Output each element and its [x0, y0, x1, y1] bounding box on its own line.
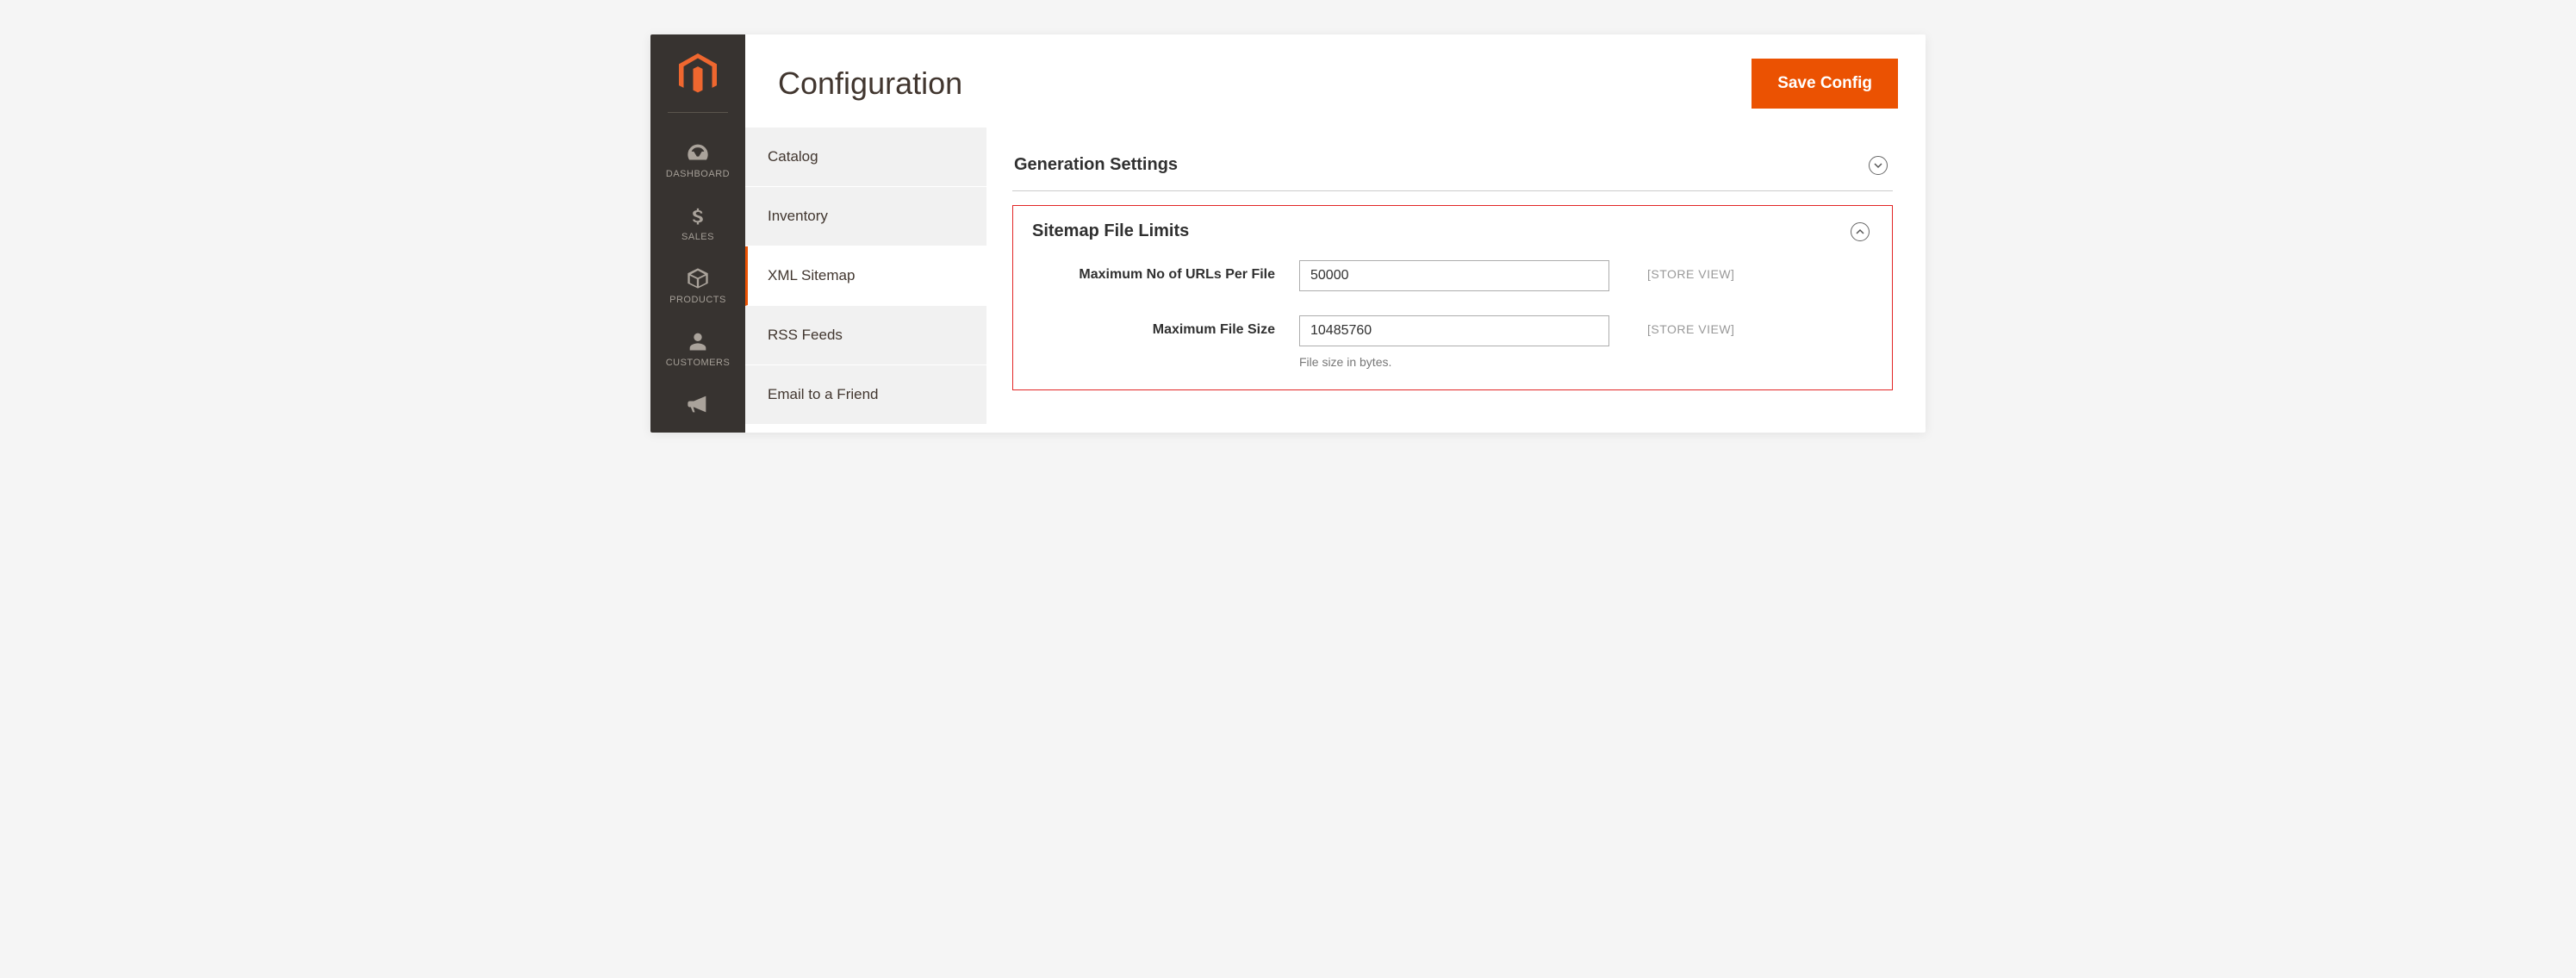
max-file-size-input[interactable]	[1299, 315, 1609, 346]
content: Catalog Inventory XML Sitemap RSS Feeds …	[745, 128, 1926, 433]
config-nav-inventory[interactable]: Inventory	[745, 187, 986, 246]
rail-label: PRODUCTS	[669, 295, 726, 305]
megaphone-icon	[686, 392, 710, 416]
config-nav-rss-feeds[interactable]: RSS Feeds	[745, 306, 986, 365]
app-window: DASHBOARD SALES PRODUCTS CUSTOMERS	[650, 34, 1926, 433]
field-control	[1299, 260, 1609, 291]
field-control: File size in bytes.	[1299, 315, 1609, 369]
rail-item-marketing[interactable]	[650, 380, 745, 433]
field-max-file-size: Maximum File Size File size in bytes. [S…	[1030, 315, 1875, 369]
rail-label: CUSTOMERS	[666, 358, 731, 368]
section-sitemap-file-limits-highlight: Sitemap File Limits Maximum No of URLs P…	[1012, 205, 1893, 390]
field-label: Maximum File Size	[1041, 315, 1299, 338]
settings-panel: Generation Settings Sitemap File Limits	[986, 128, 1926, 433]
section-sitemap-file-limits[interactable]: Sitemap File Limits	[1030, 221, 1875, 260]
field-hint: File size in bytes.	[1299, 355, 1609, 369]
field-label: Maximum No of URLs Per File	[1041, 260, 1299, 283]
person-icon	[686, 329, 710, 353]
field-max-urls: Maximum No of URLs Per File [STORE VIEW]	[1030, 260, 1875, 291]
config-nav-catalog[interactable]: Catalog	[745, 128, 986, 187]
rail-label: DASHBOARD	[666, 169, 730, 179]
section-title: Generation Settings	[1014, 155, 1178, 175]
magento-logo-icon[interactable]	[679, 53, 717, 95]
dollar-icon	[686, 203, 710, 227]
topbar: Configuration Save Config	[745, 34, 1926, 128]
config-nav: Catalog Inventory XML Sitemap RSS Feeds …	[745, 128, 986, 433]
rail-item-products[interactable]: PRODUCTS	[650, 254, 745, 317]
chevron-up-icon	[1851, 222, 1870, 241]
chevron-down-icon	[1869, 156, 1888, 175]
page-title: Configuration	[778, 65, 962, 102]
box-icon	[686, 266, 710, 290]
gauge-icon	[686, 140, 710, 165]
field-scope: [STORE VIEW]	[1609, 260, 1734, 281]
rail-divider	[668, 112, 728, 113]
admin-rail: DASHBOARD SALES PRODUCTS CUSTOMERS	[650, 34, 745, 433]
max-urls-input[interactable]	[1299, 260, 1609, 291]
rail-item-customers[interactable]: CUSTOMERS	[650, 317, 745, 380]
rail-item-dashboard[interactable]: DASHBOARD	[650, 128, 745, 191]
config-nav-xml-sitemap[interactable]: XML Sitemap	[745, 246, 986, 306]
field-scope: [STORE VIEW]	[1609, 315, 1734, 336]
rail-item-sales[interactable]: SALES	[650, 191, 745, 254]
section-generation-settings[interactable]: Generation Settings	[1012, 146, 1893, 191]
section-title: Sitemap File Limits	[1032, 221, 1189, 241]
main-area: Configuration Save Config Catalog Invent…	[745, 34, 1926, 433]
config-nav-email-friend[interactable]: Email to a Friend	[745, 365, 986, 425]
save-config-button[interactable]: Save Config	[1752, 59, 1898, 109]
rail-label: SALES	[681, 232, 714, 242]
